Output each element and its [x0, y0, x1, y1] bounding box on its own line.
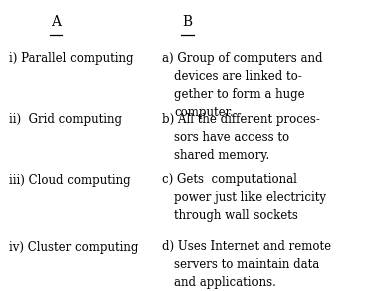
- Text: iv) Cluster computing: iv) Cluster computing: [9, 241, 138, 254]
- Text: i) Parallel computing: i) Parallel computing: [9, 52, 133, 65]
- Text: iii) Cloud computing: iii) Cloud computing: [9, 174, 130, 187]
- Text: shared memory.: shared memory.: [175, 149, 270, 162]
- Text: devices are linked to-: devices are linked to-: [175, 70, 302, 83]
- Text: d) Uses Internet and remote: d) Uses Internet and remote: [162, 239, 331, 253]
- Text: power just like electricity: power just like electricity: [175, 191, 327, 204]
- Text: ii)  Grid computing: ii) Grid computing: [9, 113, 122, 126]
- Text: B: B: [182, 15, 192, 29]
- Text: gether to form a huge: gether to form a huge: [175, 88, 305, 101]
- Text: computer.: computer.: [175, 106, 234, 119]
- Text: servers to maintain data: servers to maintain data: [175, 258, 320, 271]
- Text: a) Group of computers and: a) Group of computers and: [162, 52, 322, 65]
- Text: through wall sockets: through wall sockets: [175, 209, 298, 222]
- Text: b) All the different proces-: b) All the different proces-: [162, 113, 320, 126]
- Text: c) Gets  computational: c) Gets computational: [162, 173, 297, 186]
- Text: and applications.: and applications.: [175, 276, 276, 289]
- Text: sors have access to: sors have access to: [175, 131, 289, 144]
- Text: A: A: [51, 15, 61, 29]
